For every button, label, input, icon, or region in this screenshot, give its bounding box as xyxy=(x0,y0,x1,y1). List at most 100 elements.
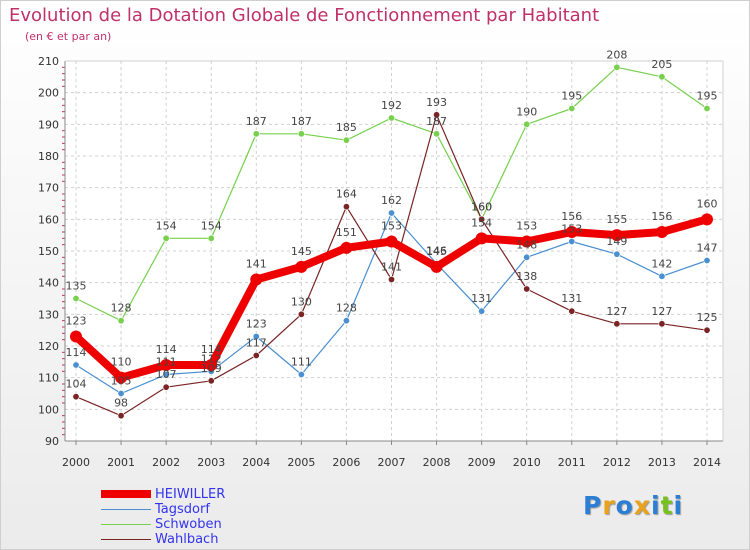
y-tick-label: 120 xyxy=(38,340,59,353)
data-label-schwoben: 154 xyxy=(156,219,177,232)
data-point-schwoben xyxy=(387,114,395,122)
data-point-wahlbach xyxy=(658,320,666,328)
data-label-tagsdorf: 153 xyxy=(561,223,582,236)
data-label-wahlbach: 164 xyxy=(336,188,357,201)
series xyxy=(70,63,713,420)
data-label-wahlbach: 130 xyxy=(291,295,312,308)
y-tick-label: 100 xyxy=(38,403,59,416)
x-tick-label: 2007 xyxy=(378,456,406,469)
data-point-wahlbach xyxy=(703,326,711,334)
data-point-tagsdorf xyxy=(387,209,395,217)
data-label-heiwiller: 151 xyxy=(336,226,357,239)
data-label-heiwiller: 156 xyxy=(561,210,582,223)
chart-subtitle: (en € et par an) xyxy=(25,30,112,43)
legend-label: HEIWILLER xyxy=(155,487,226,502)
data-label-wahlbach: 193 xyxy=(426,96,447,109)
x-tick-label: 2012 xyxy=(603,456,631,469)
logo-letter: t xyxy=(660,491,674,520)
data-label-wahlbach: 127 xyxy=(606,305,627,318)
data-labels: 114 105 111 112 123 111 128 162 146 131 148 153 149 1… xyxy=(66,48,718,409)
legend-swatch xyxy=(101,539,151,540)
data-label-tagsdorf: 146 xyxy=(426,245,447,258)
data-point-tagsdorf xyxy=(568,238,576,246)
series-heiwiller xyxy=(70,213,713,384)
data-point-heiwiller xyxy=(70,330,82,343)
data-label-heiwiller: 114 xyxy=(201,343,222,356)
data-label-wahlbach: 107 xyxy=(156,368,177,381)
data-point-tagsdorf xyxy=(478,307,486,315)
data-label-heiwiller: 123 xyxy=(66,315,87,328)
data-label-schwoben: 192 xyxy=(381,99,402,112)
data-label-heiwiller: 154 xyxy=(471,216,492,229)
data-point-schwoben xyxy=(703,105,711,113)
y-tick-label: 170 xyxy=(38,182,59,195)
legend-swatch xyxy=(101,490,151,498)
data-point-wahlbach xyxy=(117,412,125,420)
data-label-schwoben: 205 xyxy=(651,58,672,71)
y-tick-label: 90 xyxy=(45,435,59,448)
data-point-heiwiller xyxy=(430,260,443,273)
data-point-wahlbach xyxy=(162,383,170,391)
data-point-heiwiller xyxy=(565,226,578,238)
data-point-wahlbach xyxy=(297,310,305,318)
data-label-tagsdorf: 112 xyxy=(201,352,222,365)
y-tick-label: 140 xyxy=(38,277,59,290)
axes: 90 100 110 120 130 140 150 160 170 180 190 200 210 20… xyxy=(38,55,724,469)
logo-letter: o xyxy=(615,491,634,520)
data-label-schwoben: 187 xyxy=(246,115,267,128)
data-label-wahlbach: 141 xyxy=(381,261,402,274)
data-label-wahlbach: 98 xyxy=(114,397,128,410)
data-point-tagsdorf xyxy=(162,370,170,378)
data-label-tagsdorf: 128 xyxy=(336,302,357,315)
data-point-heiwiller xyxy=(610,229,623,242)
data-point-schwoben xyxy=(568,105,576,113)
data-point-schwoben xyxy=(342,136,350,144)
data-label-wahlbach: 131 xyxy=(561,292,582,305)
data-point-wahlbach xyxy=(568,307,576,315)
logo-letter: P xyxy=(583,491,603,520)
data-point-wahlbach xyxy=(523,285,531,293)
data-point-tagsdorf xyxy=(523,253,531,261)
data-point-tagsdorf xyxy=(703,256,711,264)
data-label-heiwiller: 156 xyxy=(651,210,672,223)
data-point-heiwiller xyxy=(295,260,308,273)
data-point-wahlbach xyxy=(478,215,486,223)
data-label-schwoben: 154 xyxy=(201,219,222,232)
data-label-wahlbach: 127 xyxy=(651,305,672,318)
data-point-schwoben xyxy=(117,317,125,325)
series-wahlbach xyxy=(72,111,711,420)
data-label-wahlbach: 125 xyxy=(697,311,718,324)
data-label-wahlbach: 160 xyxy=(471,200,492,213)
data-label-wahlbach: 104 xyxy=(66,378,87,391)
legend-label: Tagsdorf xyxy=(155,502,210,517)
data-point-tagsdorf xyxy=(117,389,125,397)
data-point-heiwiller xyxy=(655,226,668,238)
data-point-schwoben xyxy=(72,294,80,302)
data-point-tagsdorf xyxy=(297,370,305,378)
data-point-tagsdorf xyxy=(342,317,350,325)
data-point-schwoben xyxy=(207,234,215,242)
data-label-heiwiller: 160 xyxy=(697,197,718,210)
data-point-schwoben xyxy=(613,63,621,71)
data-label-schwoben: 208 xyxy=(606,48,627,61)
data-label-tagsdorf: 149 xyxy=(606,235,627,248)
data-label-schwoben: 160 xyxy=(471,200,492,213)
data-point-tagsdorf xyxy=(252,332,260,340)
legend-label: Wahlbach xyxy=(155,532,219,547)
data-label-tagsdorf: 147 xyxy=(697,242,718,255)
chart-title: Evolution de la Dotation Globale de Fonc… xyxy=(9,5,600,26)
x-tick-label: 2009 xyxy=(468,456,496,469)
data-label-heiwiller: 110 xyxy=(111,356,132,369)
proxiti-logo: Proxiti xyxy=(583,491,683,520)
data-point-tagsdorf xyxy=(658,272,666,280)
data-label-schwoben: 187 xyxy=(291,115,312,128)
data-label-wahlbach: 109 xyxy=(201,362,222,375)
data-label-tagsdorf: 105 xyxy=(111,375,132,388)
data-point-heiwiller xyxy=(520,235,533,248)
y-tick-label: 180 xyxy=(38,150,59,163)
data-label-tagsdorf: 131 xyxy=(471,292,492,305)
x-tick-label: 2008 xyxy=(423,456,451,469)
data-point-wahlbach xyxy=(252,351,260,359)
logo-letter: i xyxy=(651,491,661,520)
